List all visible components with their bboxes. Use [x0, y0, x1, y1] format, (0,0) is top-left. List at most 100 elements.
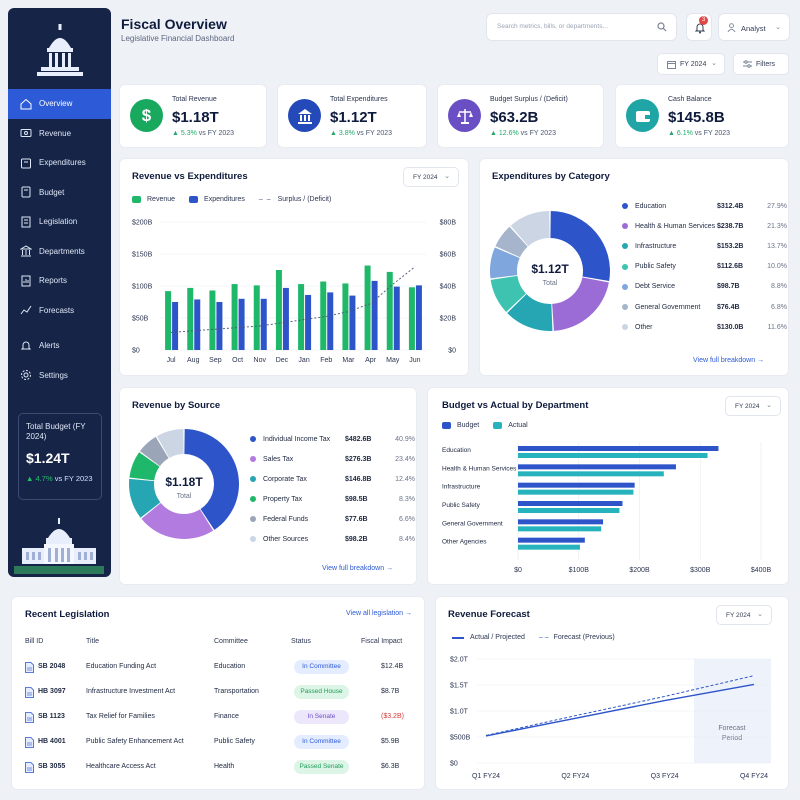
- sidebar-item-budget[interactable]: Budget: [8, 178, 111, 208]
- bill-id[interactable]: SB 3055: [38, 763, 66, 770]
- legend-item: Other $130.0B 11.6%: [622, 322, 787, 332]
- donut-slice: [510, 211, 550, 247]
- donut-center-label: Total: [543, 280, 558, 287]
- revenue-bar: [364, 265, 371, 350]
- legend-label: Surplus / (Deficit): [277, 196, 332, 203]
- notification-badge: 3: [699, 16, 708, 25]
- document-icon: [25, 662, 34, 673]
- expenditures-donut-chart: $1.12T Total: [490, 211, 610, 331]
- card-title: Revenue vs Expenditures: [132, 171, 248, 182]
- y-tick-label: $50B: [132, 316, 149, 323]
- chevron-down-icon: ⌄: [444, 173, 450, 180]
- x-tick-label: $400B: [751, 567, 772, 574]
- budget-bar: [518, 446, 719, 451]
- legend-label: Budget: [457, 422, 480, 429]
- table-row[interactable]: SB 3055 Healthcare Access Act Health Passed…: [12, 760, 426, 779]
- department-label: Infrastructure: [442, 484, 481, 491]
- bill-id[interactable]: SB 2048: [38, 663, 66, 670]
- year-dropdown[interactable]: FY 2024 ⌄: [725, 396, 781, 416]
- x-tick-label: $200B: [629, 567, 650, 574]
- total-budget-label: Total Budget (FY 2024): [26, 422, 86, 441]
- chevron-down-icon: ⌄: [766, 402, 772, 409]
- notifications-button[interactable]: 3: [686, 13, 712, 41]
- category-value: $238.7B: [717, 222, 744, 230]
- status-badge: Passed Senate: [294, 760, 349, 774]
- fiscal-impact: ($3.2B): [381, 713, 404, 720]
- document-icon: [25, 762, 34, 773]
- donut-slice: [507, 294, 553, 331]
- sidebar-item-revenue[interactable]: Revenue: [8, 119, 111, 149]
- search-input[interactable]: Search metrics, bills, or departments...: [486, 13, 677, 41]
- total-budget-card: Total Budget (FY 2024) $1.24T ▲ 4.7% vs …: [18, 413, 102, 500]
- sidebar-item-settings[interactable]: Settings: [8, 361, 111, 391]
- year-dropdown[interactable]: FY 2024 ⌄: [716, 605, 772, 625]
- actual-bar: [518, 453, 708, 458]
- legend-label: Expenditures: [204, 196, 245, 203]
- y2-tick-label: $60B: [440, 252, 457, 259]
- category-percent: 8.4%: [399, 535, 415, 543]
- category-label: Debt Service: [635, 283, 676, 291]
- sidebar-item-forecasts[interactable]: Forecasts: [8, 296, 111, 326]
- view-full-breakdown-link[interactable]: View full breakdown →: [693, 357, 764, 364]
- category-percent: 12.4%: [395, 475, 415, 483]
- sidebar-item-expenditures[interactable]: Expenditures: [8, 148, 111, 178]
- year-filter-dropdown[interactable]: FY 2024 ⌄: [657, 53, 725, 75]
- sidebar-item-reports[interactable]: Reports: [8, 266, 111, 296]
- revenue-bar: [275, 270, 282, 350]
- table-row[interactable]: HB 4001 Public Safety Enhancement Act Publ…: [12, 735, 426, 754]
- donut-slice: [141, 502, 214, 539]
- legend-label: Actual / Projected: [470, 634, 525, 641]
- link-label: View all legislation: [346, 610, 404, 617]
- category-percent: 6.8%: [771, 303, 787, 311]
- kpi-label: Budget Surplus / (Deficit): [490, 96, 568, 103]
- kpi-value: $1.12T: [330, 109, 377, 126]
- table-header: Status: [291, 638, 311, 645]
- sidebar-item-legislation[interactable]: Legislation: [8, 207, 111, 237]
- actual-bar: [518, 489, 634, 495]
- table-row[interactable]: HB 3097 Infrastructure Investment Act Tran…: [12, 685, 426, 704]
- departments-icon: [19, 245, 33, 257]
- view-all-legislation-link[interactable]: View all legislation →: [346, 610, 412, 617]
- revenue-bar: [342, 283, 349, 350]
- donut-slice: [129, 478, 161, 518]
- legend-dot: [250, 476, 256, 482]
- card-title: Revenue Forecast: [448, 609, 530, 620]
- kpi-value: $63.2B: [490, 109, 539, 126]
- bill-id[interactable]: SB 1123: [38, 713, 65, 720]
- legend-item: General Government $76.4B 6.8%: [622, 302, 787, 312]
- sidebar-item-departments[interactable]: Departments: [8, 237, 111, 267]
- bill-id[interactable]: HB 3097: [38, 688, 66, 695]
- view-full-breakdown-link[interactable]: View full breakdown →: [322, 565, 393, 572]
- category-label: Health & Human Services: [635, 222, 716, 230]
- budget-vs-actual-card: Budget vs Actual by Department FY 2024 ⌄ …: [427, 387, 789, 585]
- kpi-delta: ▲ 12.6% vs FY 2023: [490, 130, 556, 137]
- user-menu[interactable]: Analyst ⌄: [718, 13, 790, 41]
- category-percent: 11.6%: [767, 323, 787, 331]
- filters-button[interactable]: Filters: [733, 53, 789, 75]
- filters-label: Filters: [756, 61, 776, 68]
- legend-dot: [622, 283, 628, 290]
- category-value: $98.2B: [345, 535, 368, 543]
- sidebar-item-overview[interactable]: Overview: [8, 89, 111, 119]
- table-header: Fiscal Impact: [361, 638, 403, 645]
- sidebar-item-alerts[interactable]: Alerts: [8, 331, 111, 361]
- fiscal-impact: $12.4B: [381, 663, 404, 670]
- year-dropdown[interactable]: FY 2024 ⌄: [403, 167, 459, 187]
- donut-slice: [552, 277, 609, 331]
- table-row[interactable]: SB 1123 Tax Relief for Families Finance In …: [12, 710, 426, 729]
- table-row[interactable]: SB 2048 Education Funding Act Education In …: [12, 660, 426, 679]
- sidebar-item-label: Departments: [39, 246, 85, 256]
- budget-bar: [518, 482, 635, 488]
- sidebar-item-label: Budget: [39, 187, 65, 197]
- chevron-down-icon: ⌄: [757, 611, 763, 618]
- y-tick-label: $1.5T: [450, 683, 469, 690]
- bill-id[interactable]: HB 4001: [38, 738, 66, 745]
- total-budget-value: $1.24T: [26, 450, 70, 466]
- legend-item: Public Safety $112.6B 10.0%: [622, 262, 787, 272]
- revenue-forecast-line-chart: Forecast Period $0 $500B $1.0T $1.5T $2.0T Q1 F…: [450, 657, 771, 780]
- bill-committee: Public Safety: [214, 738, 255, 745]
- revenue-bar: [386, 271, 393, 350]
- expenditure-bar: [415, 285, 422, 350]
- category-label: Public Safety: [635, 263, 676, 271]
- x-tick-label: Q3 FY24: [651, 773, 679, 780]
